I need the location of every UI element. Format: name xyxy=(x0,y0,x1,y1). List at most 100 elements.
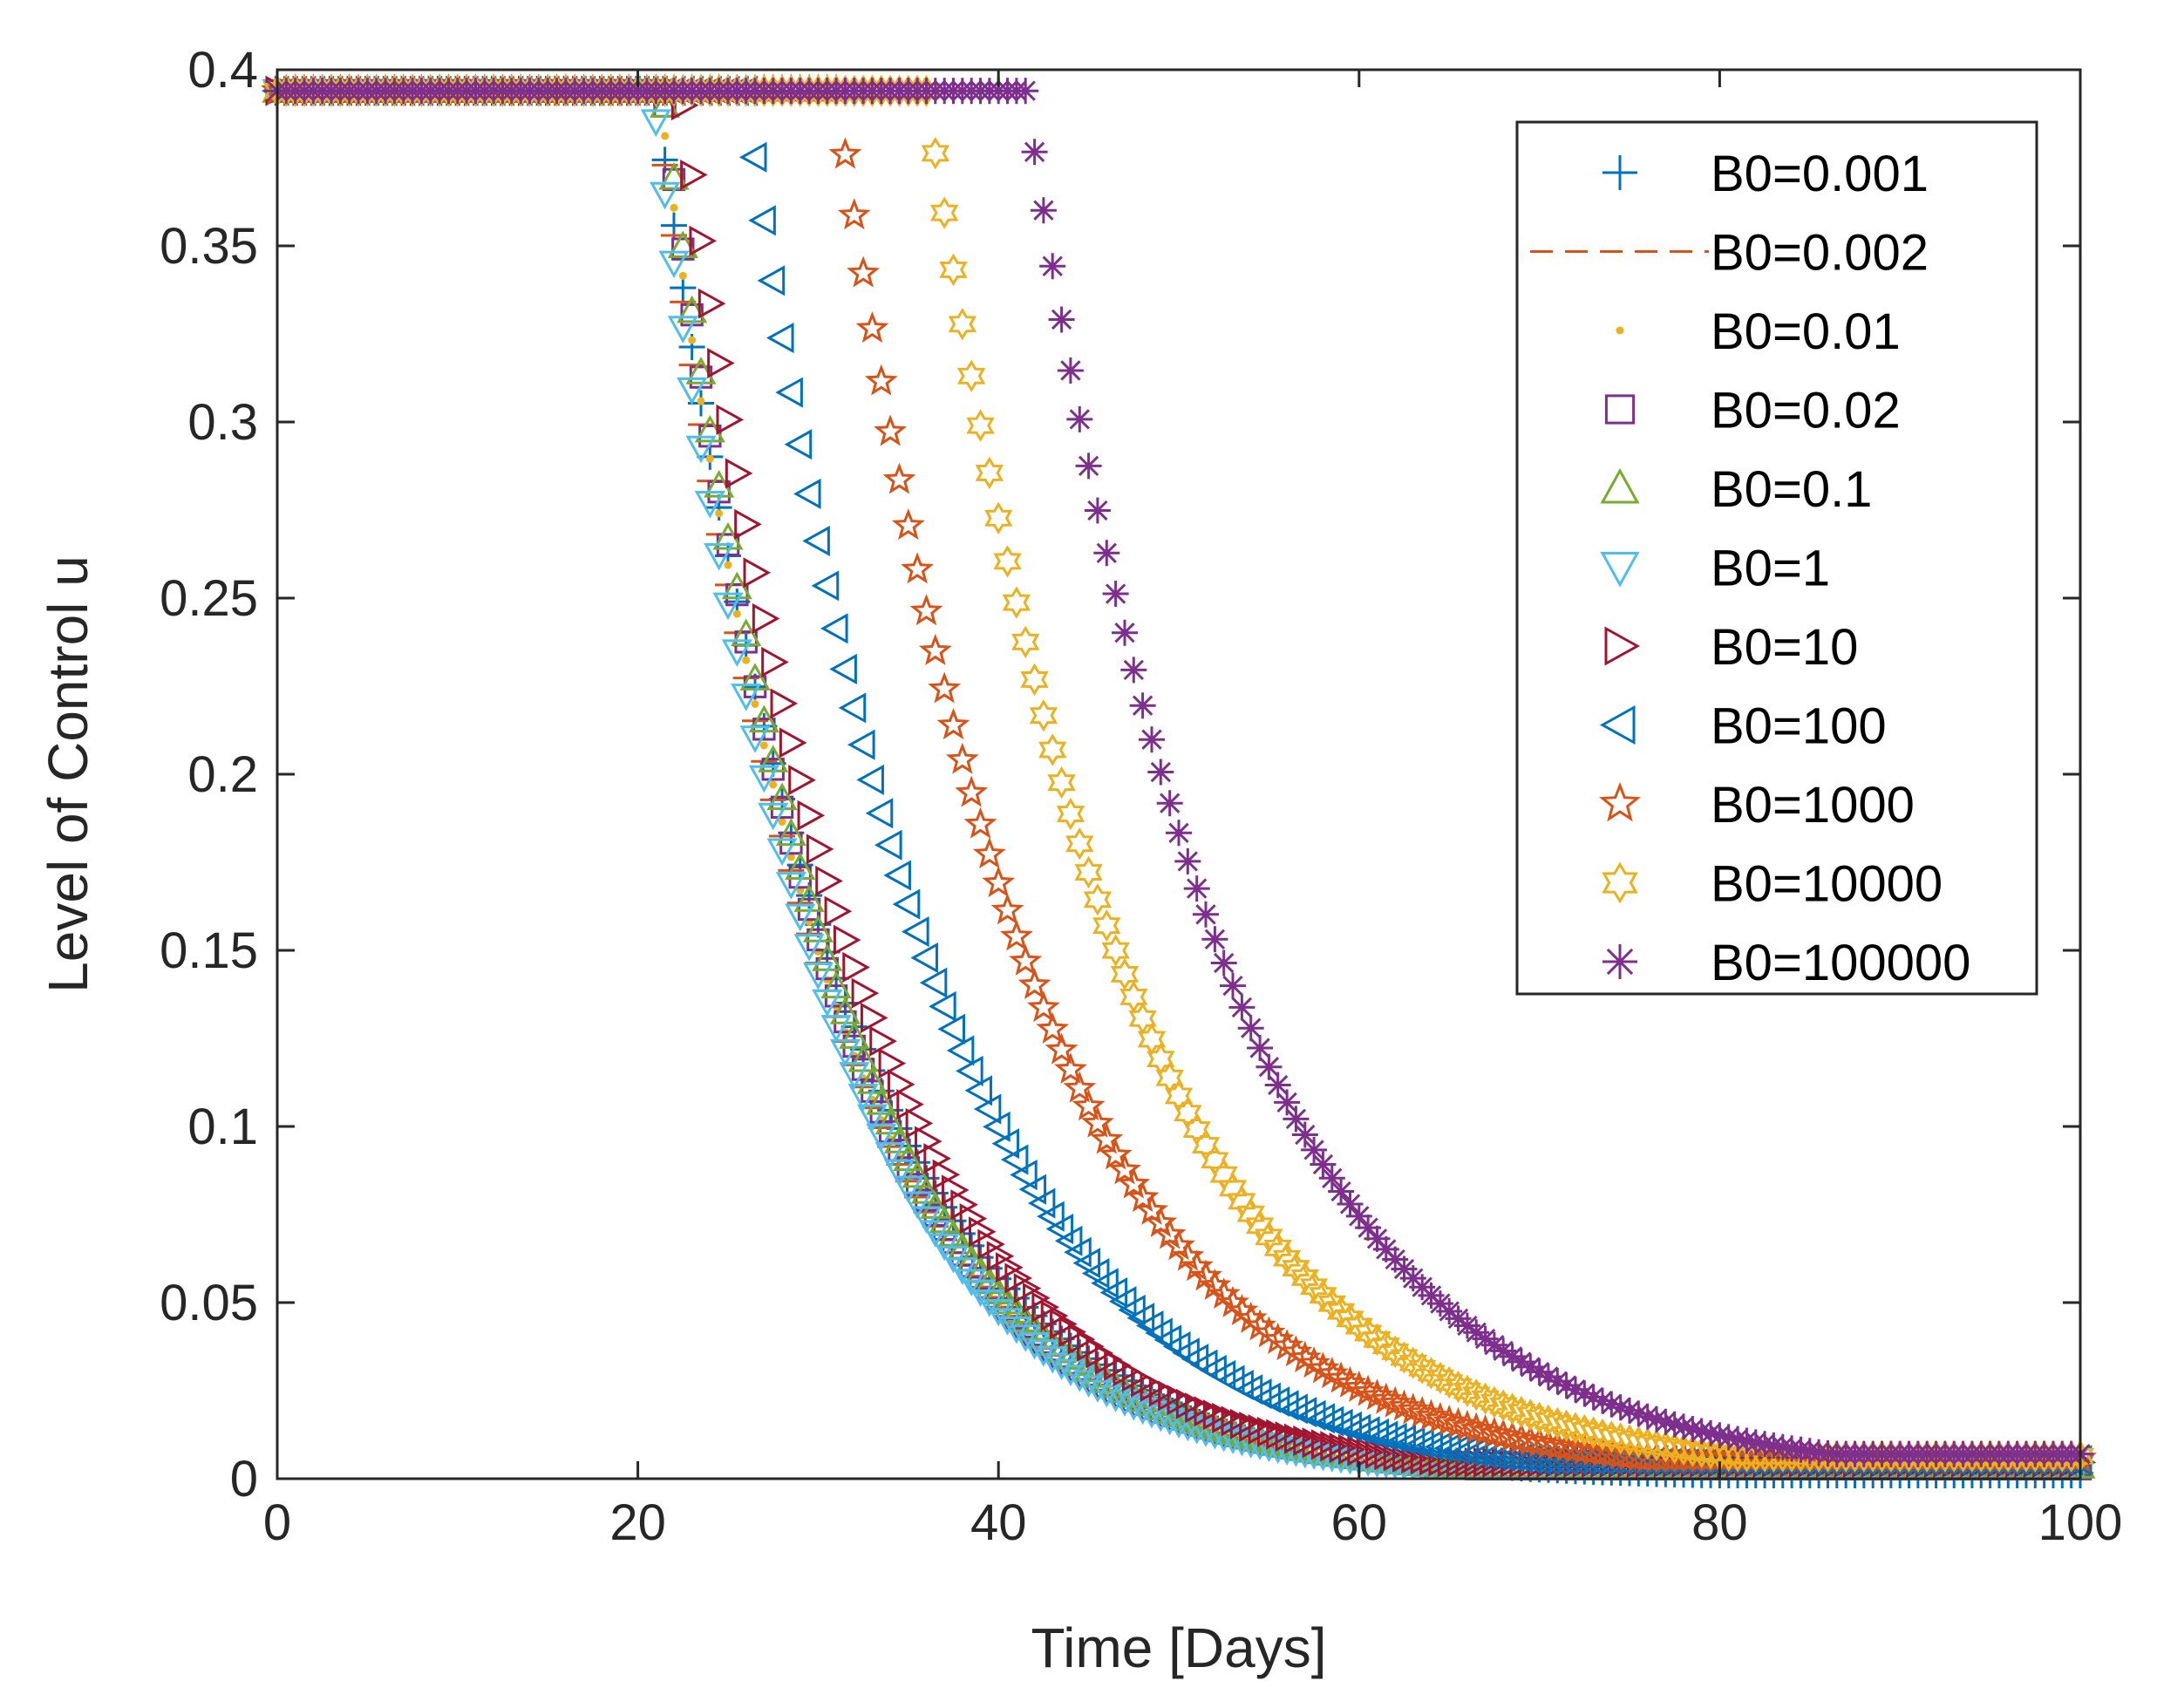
data-point xyxy=(1172,1413,1203,1442)
data-point xyxy=(1031,1291,1059,1323)
data-point xyxy=(1688,1418,1715,1445)
data-point xyxy=(743,557,772,589)
data-point xyxy=(650,181,681,210)
data-point xyxy=(1002,586,1031,619)
data-point xyxy=(923,1143,951,1174)
data-point xyxy=(1634,1403,1661,1430)
data-point xyxy=(824,895,853,927)
x-tick-label: 100 xyxy=(2038,1494,2123,1551)
data-point xyxy=(1343,1413,1371,1445)
data-point xyxy=(1139,726,1165,753)
data-point xyxy=(1280,1393,1308,1425)
legend-swatch xyxy=(1600,467,1640,504)
data-point xyxy=(1074,855,1103,889)
data-point xyxy=(724,561,732,569)
data-point xyxy=(1156,790,1183,817)
data-point xyxy=(712,592,744,621)
legend-item: B0=0.1 xyxy=(1600,461,1872,518)
data-point xyxy=(1526,1358,1553,1385)
data-point xyxy=(902,916,929,948)
legend-swatch xyxy=(1602,861,1638,904)
data-point xyxy=(811,570,840,602)
y-tick-label: 0.35 xyxy=(160,218,258,275)
data-point xyxy=(1372,1235,1399,1262)
data-point xyxy=(1183,875,1210,902)
data-point xyxy=(704,542,735,571)
data-point xyxy=(1652,1408,1679,1435)
data-point xyxy=(983,1298,1014,1327)
data-point xyxy=(766,838,798,867)
y-tick-label: 0.3 xyxy=(187,394,258,451)
data-point xyxy=(732,609,741,618)
data-point xyxy=(996,1252,1024,1283)
data-point xyxy=(993,545,1022,578)
legend-item: B0=100000 xyxy=(1602,935,1970,991)
data-point xyxy=(1396,1392,1430,1425)
data-point xyxy=(1126,1181,1160,1213)
data-point xyxy=(959,1203,988,1235)
data-point xyxy=(1013,1273,1042,1304)
data-point xyxy=(1598,1391,1625,1418)
data-point xyxy=(757,265,786,296)
data-point xyxy=(775,872,806,900)
data-point xyxy=(1290,1261,1319,1295)
data-point xyxy=(1067,1324,1096,1355)
data-point xyxy=(855,311,889,344)
legend-label: B0=1000 xyxy=(1711,777,1915,834)
data-point xyxy=(1310,1429,1339,1460)
data-point xyxy=(1307,1403,1335,1434)
data-point xyxy=(1102,581,1129,607)
data-point xyxy=(847,255,881,288)
data-point xyxy=(1742,1429,1769,1456)
data-point xyxy=(1698,1419,1725,1446)
data-point xyxy=(761,758,785,781)
data-point xyxy=(1037,1201,1065,1232)
data-point xyxy=(964,1075,993,1106)
data-point xyxy=(1715,1424,1742,1451)
data-point xyxy=(806,834,834,865)
data-point xyxy=(1445,1305,1472,1332)
data-point xyxy=(1004,1262,1032,1294)
data-point xyxy=(640,109,671,137)
data-point xyxy=(1044,1032,1078,1065)
data-point xyxy=(909,594,943,626)
data-point xyxy=(1541,1429,1575,1461)
data-point xyxy=(1390,1341,1419,1374)
data-point xyxy=(1001,1316,1032,1344)
data-point xyxy=(1382,1246,1409,1273)
data-point xyxy=(892,888,921,920)
data-point xyxy=(1083,883,1113,916)
data-point xyxy=(1090,1122,1124,1154)
data-point xyxy=(1769,1433,1796,1460)
data-point xyxy=(1248,1413,1276,1446)
data-point xyxy=(1072,1089,1106,1121)
x-tick-label: 20 xyxy=(609,1494,666,1551)
legend-swatch xyxy=(1599,781,1641,822)
data-point xyxy=(991,1128,1020,1160)
y-tick-label: 0.2 xyxy=(187,746,258,803)
data-point xyxy=(1072,1248,1101,1279)
data-point xyxy=(758,802,789,831)
data-point xyxy=(778,818,786,827)
data-point xyxy=(948,308,977,341)
data-point xyxy=(939,253,968,287)
y-axis-label: Level of Control u xyxy=(37,555,99,993)
data-point xyxy=(765,323,794,354)
data-point xyxy=(1063,1071,1097,1103)
data-point xyxy=(1229,1408,1258,1439)
data-point xyxy=(752,718,776,741)
data-point xyxy=(1202,1399,1231,1431)
data-point xyxy=(1201,926,1228,953)
data-point xyxy=(974,1290,1005,1317)
data-point xyxy=(697,288,726,319)
data-point xyxy=(1283,1106,1310,1133)
data-point xyxy=(802,962,834,990)
data-point xyxy=(748,704,779,733)
data-point xyxy=(893,1175,924,1204)
data-point xyxy=(1432,1404,1466,1436)
data-point xyxy=(1092,908,1121,942)
data-point xyxy=(1378,1385,1412,1418)
data-point xyxy=(1275,1421,1303,1453)
data-point xyxy=(707,347,735,379)
data-point xyxy=(883,1159,915,1187)
